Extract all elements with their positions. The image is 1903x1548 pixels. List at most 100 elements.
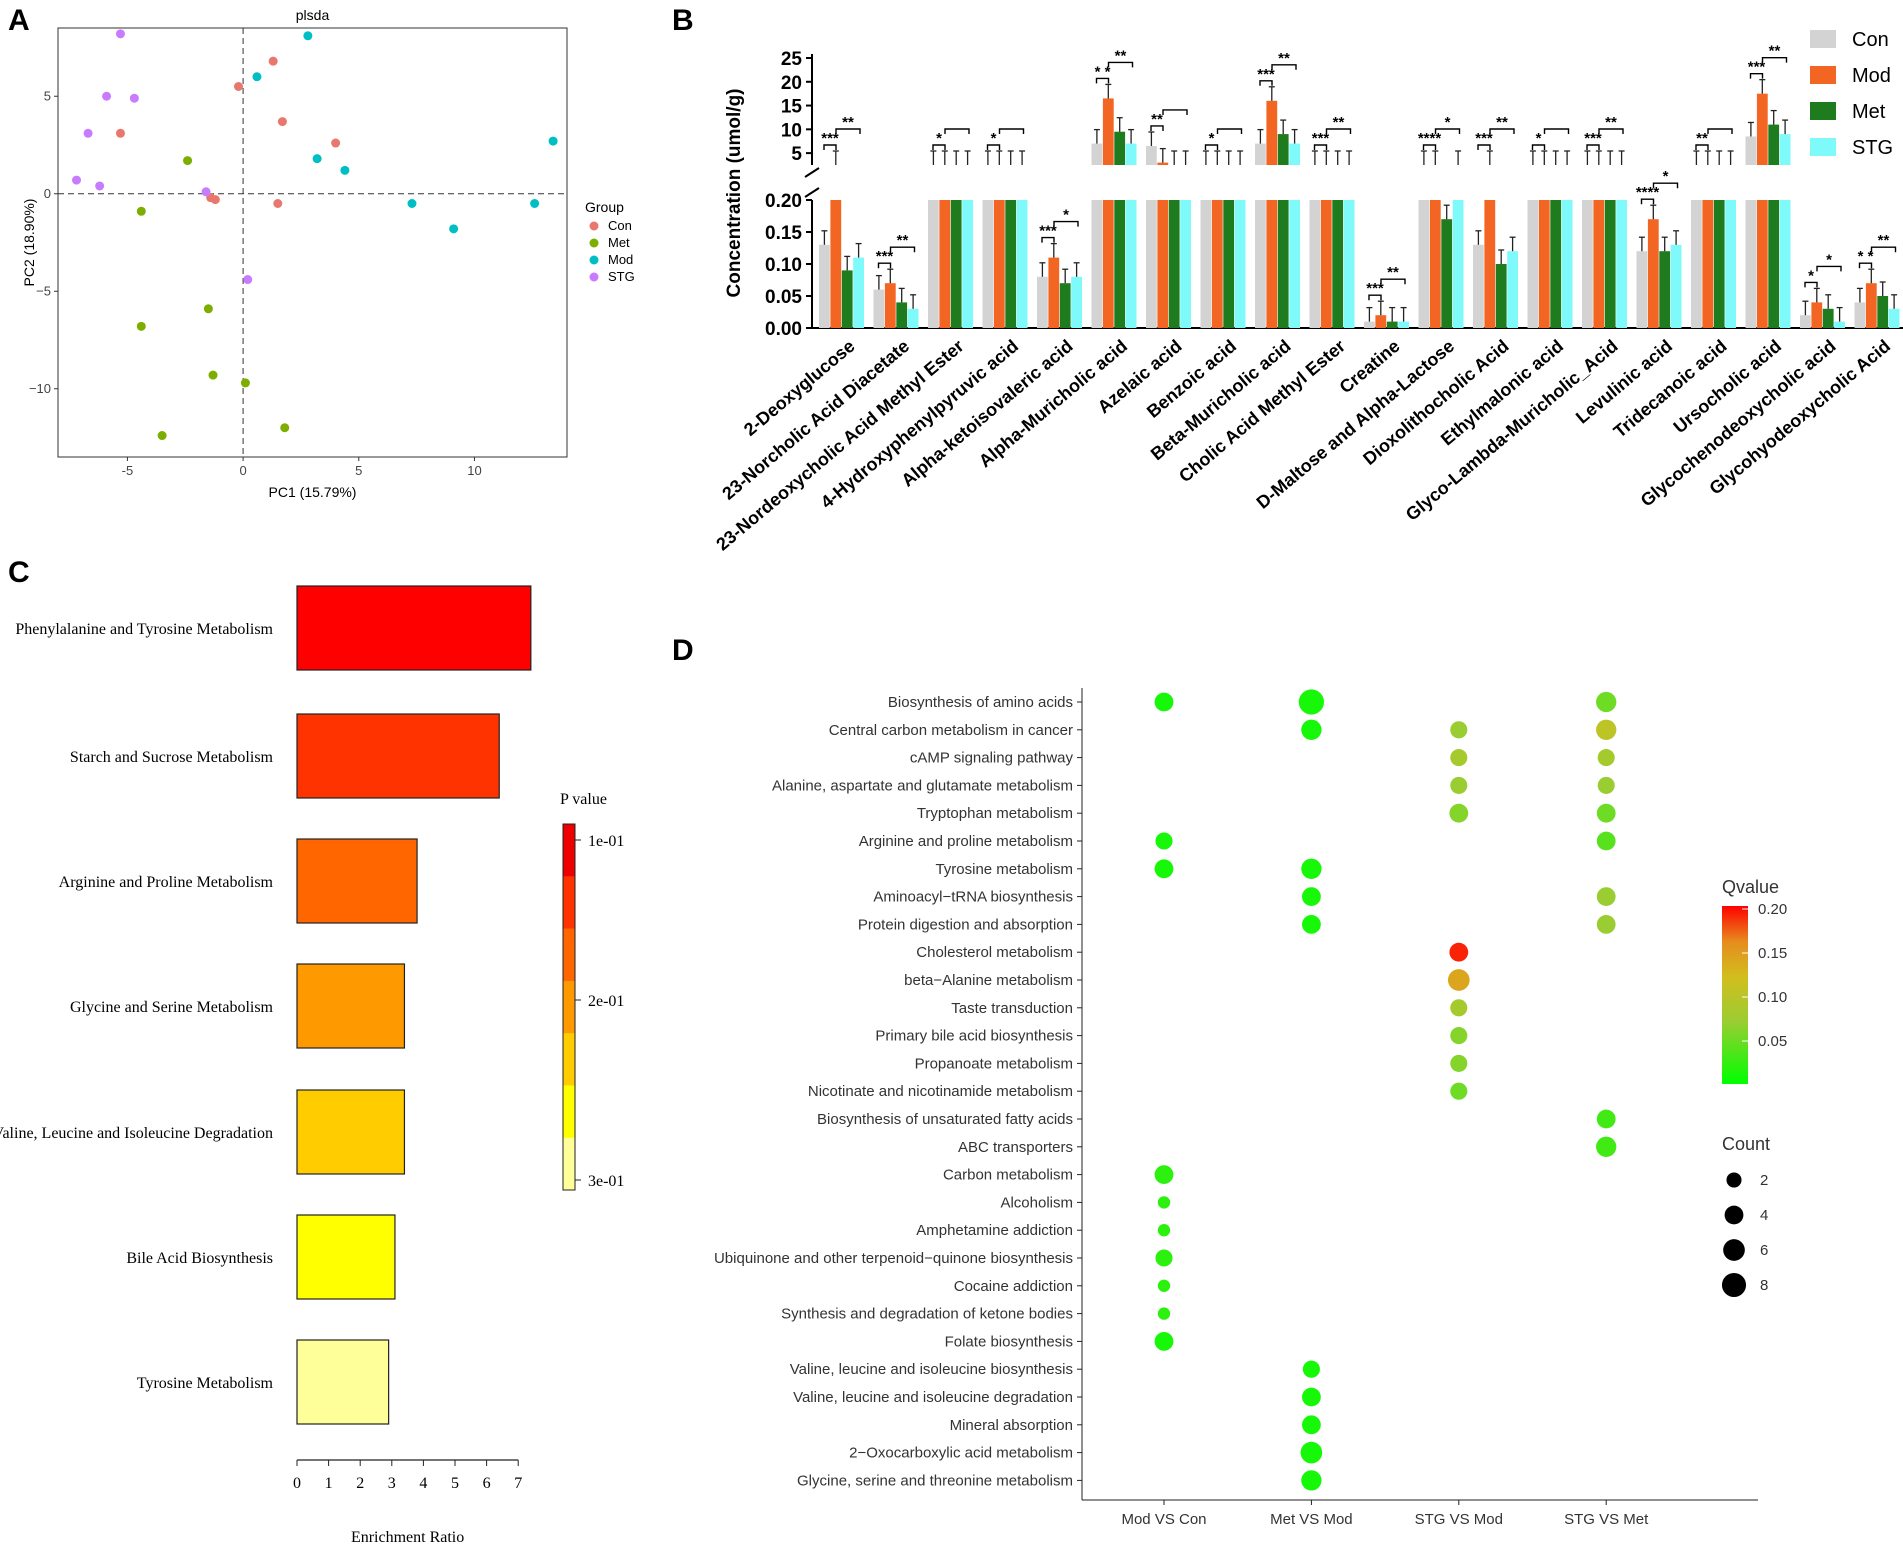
enrichment-bar: [296, 1089, 406, 1175]
pathway-label: Synthesis and degradation of ketone bodi…: [781, 1306, 1073, 1323]
bubble-2-oxocarboxylic-acid-metabolism: [1300, 1441, 1323, 1464]
significance-bracket: [889, 246, 916, 253]
point-met: [136, 206, 146, 216]
significance-stars: ***: [1312, 130, 1330, 147]
legend-swatch-met: [1810, 102, 1836, 120]
significance-bracket: [1804, 281, 1818, 288]
bar-met: [1659, 251, 1671, 328]
bar-met: [1114, 200, 1126, 328]
bar-stg: [1670, 244, 1682, 328]
significance-stars: **: [842, 114, 854, 131]
bubble-amphetamine-addiction: [1157, 1224, 1171, 1237]
category-label: 23-Nordeoxycholic Acid Methyl Ester: [712, 336, 967, 555]
significance-stars: **: [1115, 47, 1127, 64]
point-met: [280, 423, 290, 433]
bubble-protein-digestion-and-absorption: [1596, 915, 1616, 934]
enrichment-bar: [296, 963, 406, 1049]
legend-label-met: Met: [608, 235, 630, 250]
significance-stars: ***: [1366, 280, 1384, 297]
bar-mod: [1157, 200, 1169, 328]
bar-mod: [1320, 200, 1332, 328]
pathway-label: Alanine, aspartate and glutamate metabol…: [772, 777, 1073, 794]
enrichment-bar: [296, 585, 532, 671]
bar-mod: [830, 200, 842, 328]
bar-stg: [1888, 308, 1900, 328]
significance-bracket: [1422, 144, 1437, 150]
bubble-protein-digestion-and-absorption: [1302, 915, 1321, 934]
bar-con: [1582, 200, 1593, 328]
count-legend-dot: [1723, 1239, 1745, 1261]
bar-con: [1691, 200, 1702, 328]
colorbar-segment: [563, 1085, 575, 1139]
legend-label-stg: STG: [1852, 137, 1893, 159]
y-tick-label: 0.05: [765, 287, 802, 308]
enrichment-bar: [296, 838, 418, 924]
bar-con: [1146, 200, 1157, 328]
point-stg: [243, 275, 253, 285]
panel-b-concentration-bars: 5101520250.000.050.100.150.20Concentrati…: [712, 29, 1903, 554]
pathway-label: Folate biosynthesis: [945, 1333, 1073, 1350]
x-tick-label: -5: [122, 463, 134, 478]
bar-mod: [1593, 200, 1605, 328]
colorbar-frame: [562, 823, 576, 1191]
bubble-tryptophan-metabolism: [1449, 803, 1469, 823]
bar-stg: [1180, 200, 1191, 328]
y-axis-label: PC2 (18.90%): [21, 199, 37, 287]
significance-bracket: [1531, 144, 1546, 150]
bubble-alcoholism: [1157, 1196, 1171, 1209]
y-tick-label: 0.00: [765, 319, 802, 340]
pathway-label: Mineral absorption: [950, 1417, 1073, 1434]
pathway-label: Arginine and proline metabolism: [859, 833, 1073, 850]
bubble-alanine-aspartate-and-glutamate-metabolism: [1597, 776, 1615, 794]
point-con: [115, 128, 125, 138]
significance-stars: *: [991, 130, 997, 147]
category-label: D-Maltose and Alpha-Lactose: [1253, 336, 1458, 513]
colorbar-segment: [563, 1033, 575, 1086]
point-met: [136, 321, 146, 331]
x-tick-label: 1: [325, 1475, 333, 1492]
pathway-label: Tyrosine metabolism: [935, 861, 1073, 878]
colorbar-tick-label: 1e-01: [588, 833, 624, 850]
bar-stg: [1452, 200, 1464, 328]
point-met: [203, 304, 213, 314]
legend-swatch-stg: [589, 272, 599, 282]
y-tick-label: 5: [44, 88, 51, 103]
bar-con: [1200, 200, 1212, 328]
pathway-label: Valine, leucine and isoleucine degradati…: [793, 1389, 1073, 1406]
bar-stg: [1289, 200, 1300, 328]
bubble-central-carbon-metabolism-in-cancer: [1301, 719, 1322, 740]
bar-mod: [1048, 257, 1060, 328]
bubble-biosynthesis-of-amino-acids: [1154, 692, 1174, 712]
bar-mod: [1538, 200, 1550, 328]
bubble-valine-leucine-and-isoleucine-biosynthesis: [1302, 1360, 1320, 1378]
significance-bracket: [1586, 144, 1600, 150]
enrichment-bar: [296, 1339, 390, 1425]
bar-met: [1877, 296, 1889, 328]
significance-stars: **: [1333, 114, 1345, 131]
enrichment-bar: [296, 1214, 396, 1300]
bar-stg: [1016, 200, 1028, 328]
legend-label-con: Con: [608, 218, 632, 233]
bar-met: [1223, 200, 1235, 328]
bubble-synthesis-and-degradation-of-ketone-bodies: [1157, 1307, 1171, 1320]
legend-label-con: Con: [1852, 29, 1889, 51]
pathway-label: Biosynthesis of unsaturated fatty acids: [817, 1111, 1073, 1128]
bubble-arginine-and-proline-metabolism: [1596, 831, 1616, 851]
bar-met: [1441, 219, 1453, 328]
bar-mod: [1211, 200, 1223, 328]
bar-con: [1800, 315, 1811, 328]
bar-stg-upper: [1289, 143, 1300, 165]
significance-bracket: [1695, 144, 1709, 150]
significance-stars: *: [1826, 251, 1832, 268]
bubble-tyrosine-metabolism: [1154, 859, 1174, 879]
significance-bracket: [1816, 265, 1842, 272]
pathway-label: Propanoate metabolism: [915, 1055, 1073, 1072]
bar-met: [1495, 264, 1507, 328]
y-tick-label: 0.15: [765, 223, 802, 244]
bar-stg: [1234, 200, 1246, 328]
bar-met: [1550, 200, 1562, 328]
significance-bracket: [877, 262, 892, 269]
bar-con: [1527, 200, 1539, 328]
significance-bracket: [823, 144, 837, 150]
pathway-label: Valine, Leucine and Isoleucine Degradati…: [0, 1125, 273, 1142]
